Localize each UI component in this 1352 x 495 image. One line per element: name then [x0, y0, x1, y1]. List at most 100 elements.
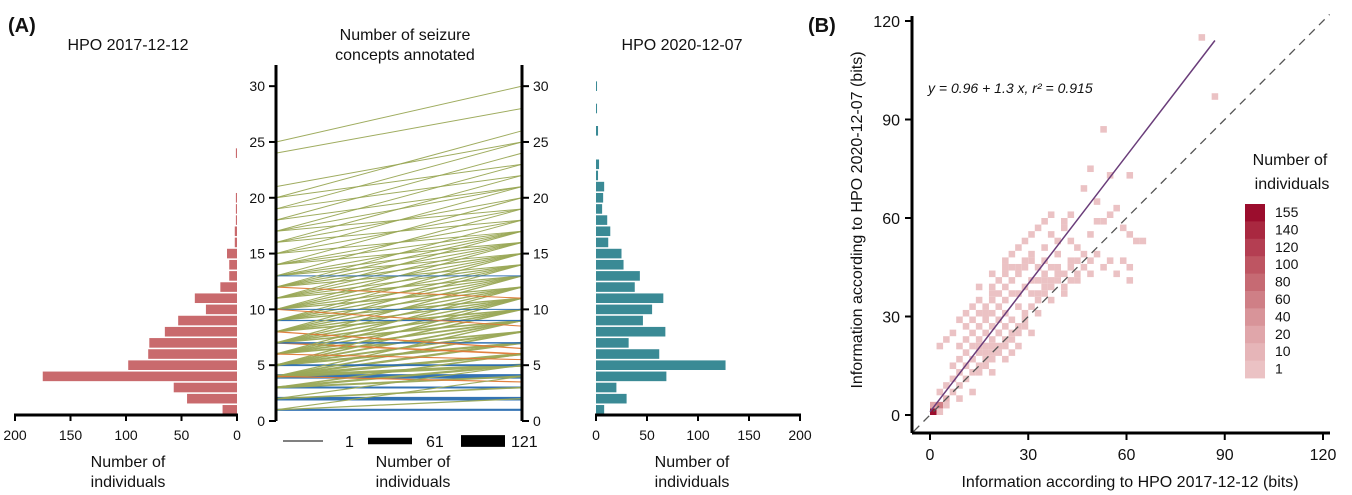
heatmap-legend-label: 60: [1275, 291, 1291, 307]
heatmap-cell: [982, 329, 989, 337]
heatmap-legend-label: 40: [1275, 308, 1291, 324]
heatmap-cell: [995, 277, 1003, 284]
heatmap-cell: [1106, 172, 1114, 179]
hist-2020-x-tick-label: 100: [686, 427, 710, 443]
heatmap-x-tick-label: 90: [1216, 447, 1234, 464]
hist-2017-bar: [173, 382, 237, 393]
slope-right-tick-label: 5: [533, 357, 541, 373]
slope-segment: [275, 264, 523, 299]
hist-2020-bar: [596, 382, 617, 393]
hist-2020-title: HPO 2020-12-07: [622, 37, 743, 54]
heatmap-cell: [1198, 34, 1206, 41]
slope-segment: [275, 230, 523, 255]
heatmap-cell: [1034, 296, 1042, 304]
heatmap-cell: [962, 323, 970, 330]
hist-2020-x-axis: 0 50 100 150 200: [592, 413, 812, 443]
slope-left-tick-label: 25: [249, 134, 265, 150]
hist-2020-bar: [596, 248, 622, 259]
slope-legend-title-line2: individuals: [376, 474, 451, 491]
heatmap-cell: [1015, 263, 1022, 271]
heatmap-cell: [988, 323, 996, 330]
heatmap-x-tick-label: 0: [926, 447, 935, 464]
slope-segment: [275, 330, 523, 378]
heatmap-cell: [1041, 244, 1048, 251]
heatmap-cell: [1054, 270, 1061, 278]
hist-2020-xlabel-line2: individuals: [655, 474, 730, 491]
heatmap-cell: [969, 316, 976, 324]
heatmap-cell: [1028, 250, 1035, 258]
hist-2017-bar: [235, 204, 237, 214]
heatmap-y-tick-label: 90: [882, 113, 900, 130]
heatmap-x-tick-label: 120: [1310, 447, 1337, 464]
heatmap-cell: [1021, 237, 1029, 245]
heatmap-legend-title-line1: Number of: [1253, 152, 1328, 169]
heatmap-cell: [949, 362, 957, 370]
heatmap-cell: [1080, 250, 1088, 258]
heatmap-cell: [1133, 237, 1140, 245]
slope-segment: [275, 141, 523, 210]
heatmap-cell: [988, 296, 996, 304]
heatmap-cell: [1106, 257, 1114, 264]
heatmap-legend-label: 140: [1275, 221, 1299, 237]
heatmap-cell: [1002, 323, 1009, 330]
slope-segment: [275, 364, 523, 389]
heatmap-y-tick-label: 60: [882, 211, 900, 228]
heatmap-x-tick-label: 60: [1118, 447, 1136, 464]
hist-2017-bar: [149, 338, 237, 348]
heatmap-cell: [1067, 263, 1075, 271]
heatmap-cell: [975, 349, 983, 356]
slope-legend-title-line1: Number of: [376, 454, 451, 471]
slope-segment: [275, 241, 523, 277]
heatmap-cell: [1008, 277, 1016, 284]
hist-2020-bar: [596, 371, 667, 382]
slope-segment: [275, 163, 523, 232]
heatmap-cell: [982, 342, 989, 350]
slope-segment: [275, 219, 523, 243]
hist-2020-bar: [596, 237, 609, 248]
slope-segment: [275, 174, 523, 210]
slope-segment: [275, 208, 523, 232]
heatmap-cell: [1074, 277, 1081, 284]
heatmap-cell: [1041, 257, 1048, 264]
heatmap-cell: [1047, 277, 1055, 284]
heatmap-cell: [1126, 277, 1134, 284]
heatmap-cell: [1008, 316, 1016, 324]
heatmap-cell: [956, 342, 963, 350]
heatmap-cell: [943, 401, 950, 409]
heatmap-cell: [930, 401, 937, 409]
heatmap-cell: [1061, 224, 1068, 232]
heatmap-cell: [1028, 257, 1035, 264]
slope-segment: [275, 297, 523, 355]
heatmap-cell: [1054, 277, 1061, 284]
heatmap-cell: [1047, 211, 1055, 218]
hist-2020-bar: [596, 326, 666, 337]
heatmap-legend-swatch: [1245, 273, 1265, 292]
heatmap-cell: [1113, 204, 1120, 212]
hist-2020-bar: [596, 271, 640, 281]
heatmap-cell: [1041, 218, 1048, 225]
slope-right-tick-label: 10: [533, 301, 549, 317]
heatmap-cell: [988, 369, 996, 376]
slope-segment: [275, 398, 523, 411]
heatmap-cell: [1061, 270, 1068, 278]
heatmap-legend-swatch: [1245, 325, 1265, 344]
heatmap-cell: [982, 362, 989, 370]
heatmap-cell: [1034, 277, 1042, 284]
heatmap-cell: [1002, 355, 1009, 363]
heatmap-cell: [949, 388, 957, 396]
hist-2020-x-tick-label: 150: [737, 427, 761, 443]
heatmap-cell: [1034, 309, 1042, 317]
heatmap-cell: [1113, 270, 1120, 278]
hist-2020-bar: [596, 103, 598, 114]
heatmap-cell: [1061, 283, 1068, 291]
hist-2017-bar: [234, 237, 237, 248]
panel-label-a: (A): [8, 15, 36, 37]
heatmap-legend-label: 1: [1275, 361, 1283, 377]
heatmap-cell: [1002, 283, 1009, 291]
heatmap-cell: [1067, 277, 1075, 284]
heatmap-cell: [1015, 244, 1022, 251]
heatmap-cells: [930, 34, 1219, 415]
histogram-2020: HPO 2020-12-07 0 50 100 150 200 Number of in…: [592, 37, 812, 491]
